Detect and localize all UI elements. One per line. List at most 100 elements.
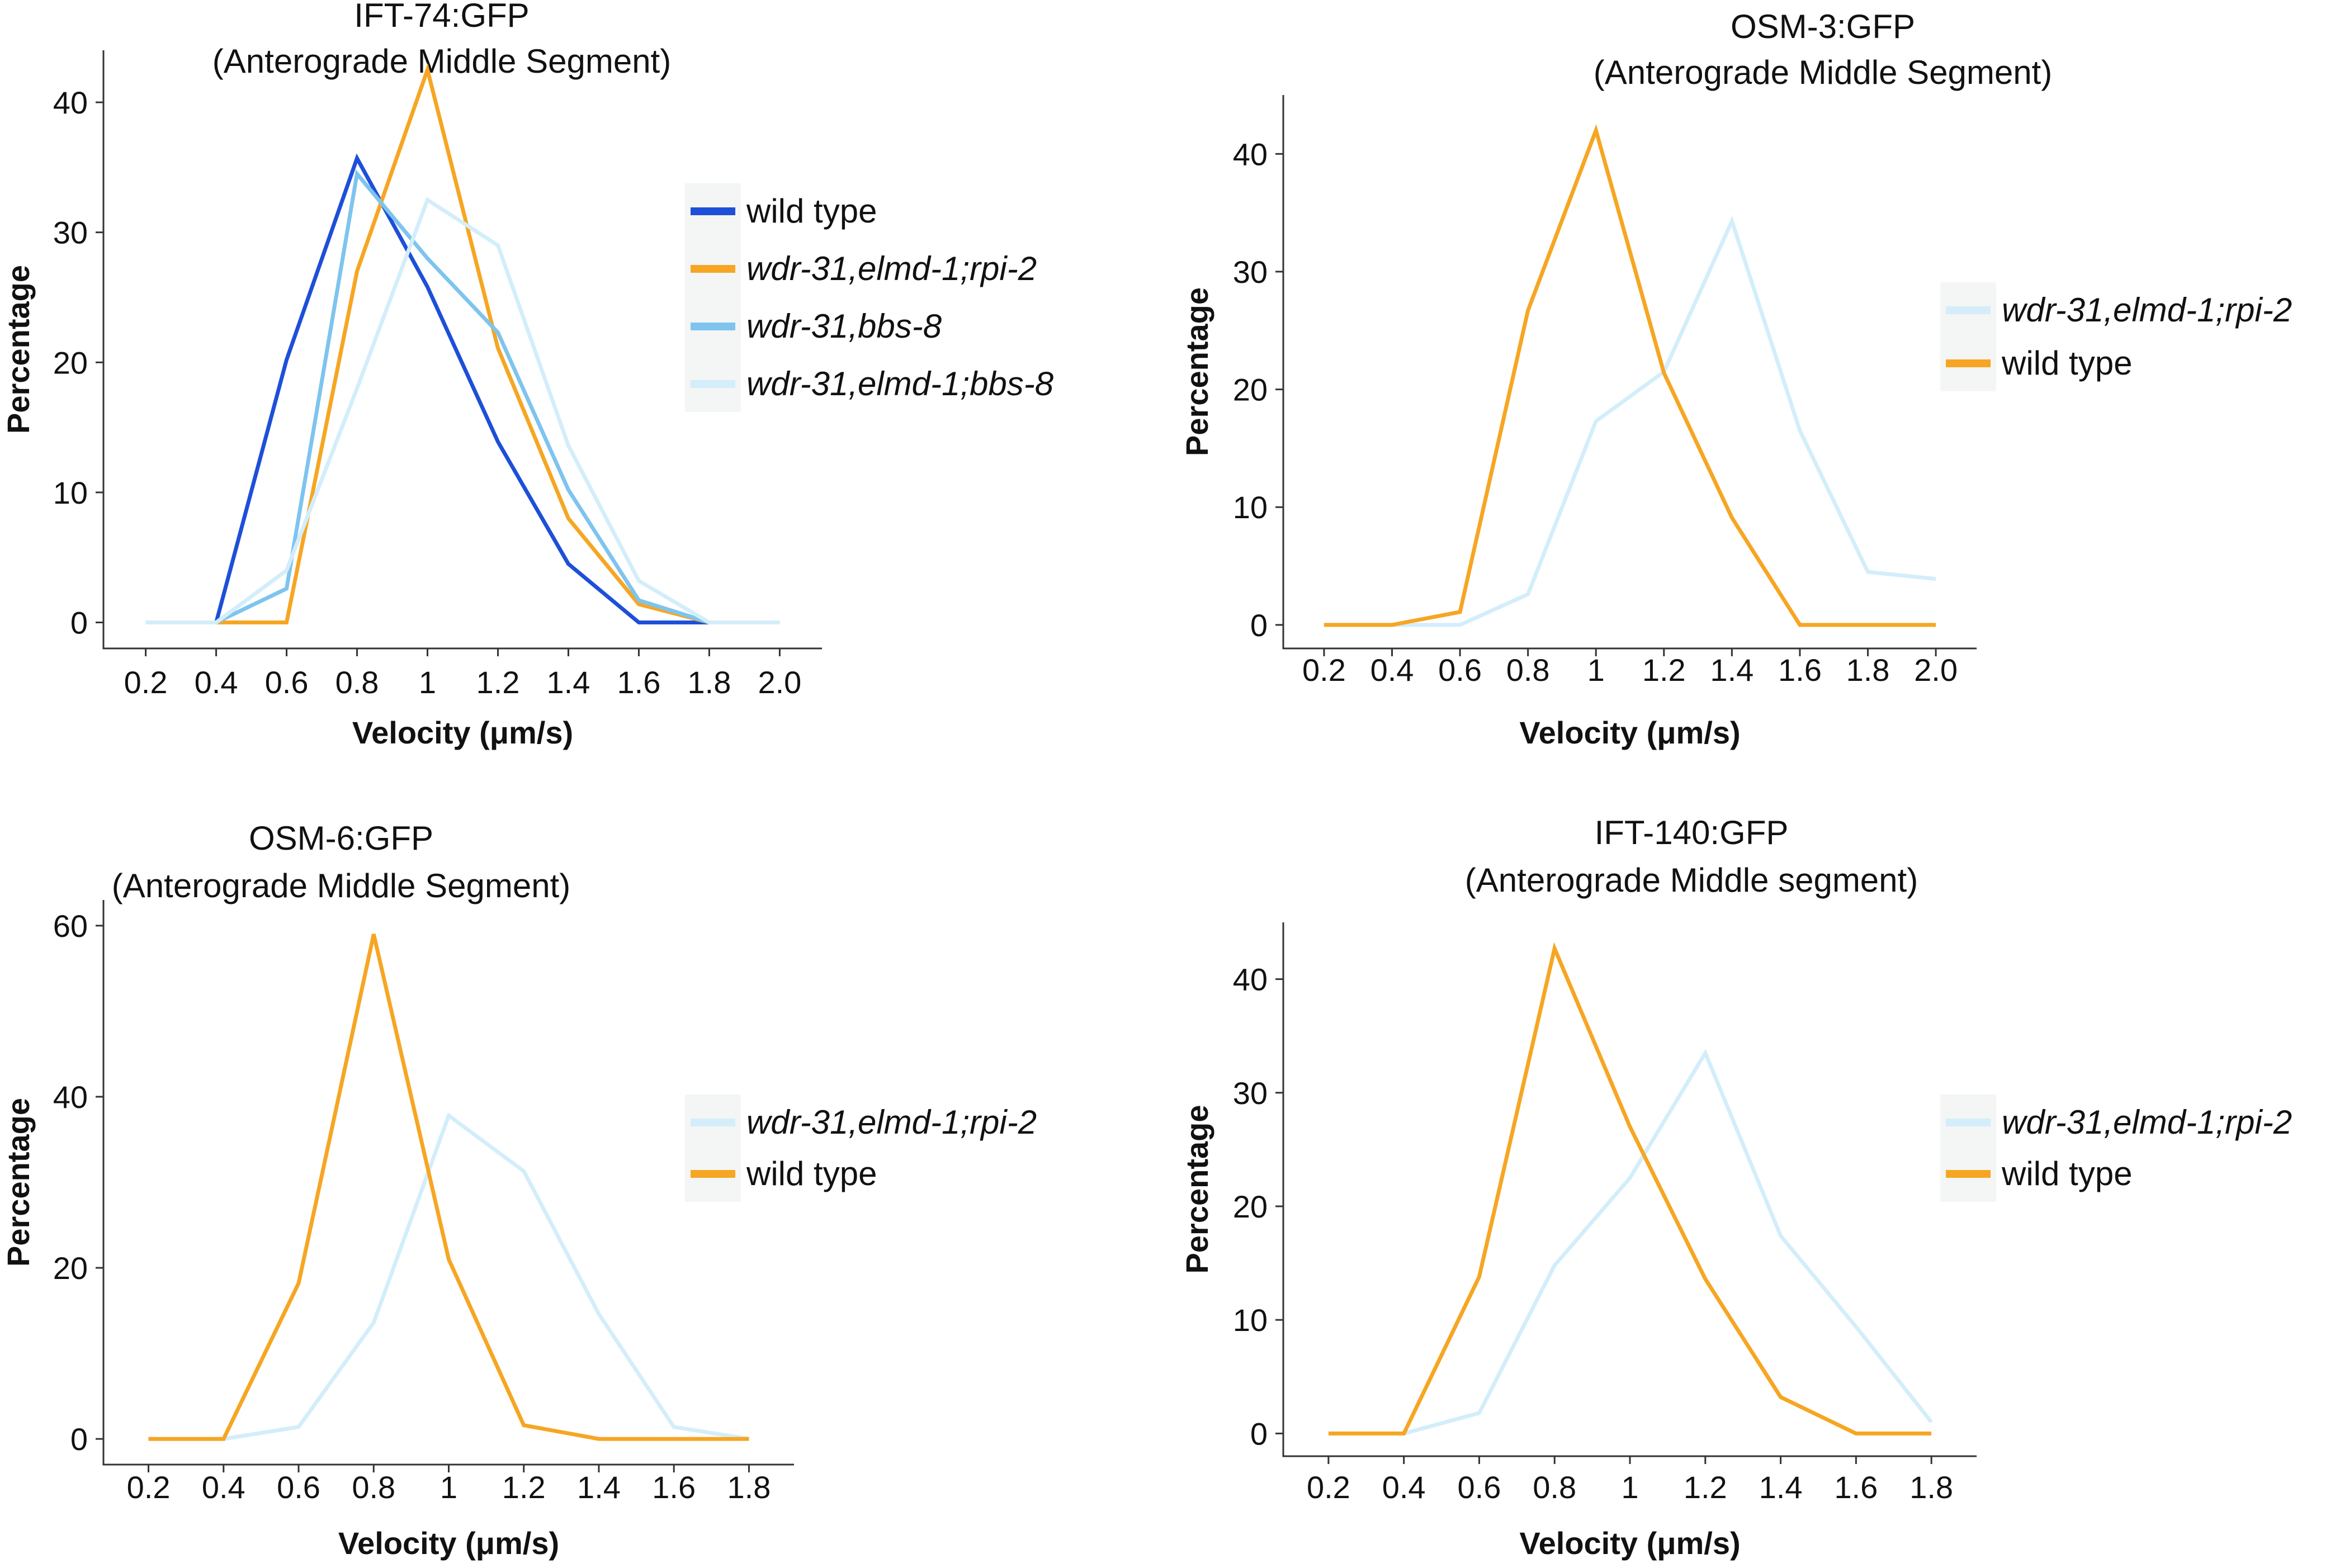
y-axis-label: Percentage [1179,287,1214,456]
series-line-2 [148,934,749,1441]
y-tick-label: 10 [1233,490,1268,525]
x-tick-label: 1 [1621,1470,1638,1505]
x-tick-label: 0.8 [335,665,379,700]
x-axis-label: Velocity (μm/s) [352,715,573,750]
x-tick-label: 2.0 [758,665,801,700]
y-tick-label: 40 [1233,962,1268,997]
x-tick-label: 0.2 [124,665,168,700]
x-tick-label: 0.4 [1382,1470,1426,1505]
chart-title: OSM-6:GFP [249,819,433,857]
x-tick-label: 1.4 [1710,652,1754,688]
legend: wdr-31,elmd-1;rpi-2 wild type [1940,282,2292,391]
y-tick-label: 60 [53,908,88,944]
legend: wild type wdr-31,elmd-1;rpi-2 wdr-31,bbs-8… [685,183,1054,412]
y-tick-label: 0 [1250,608,1268,643]
x-tick-label: 0.2 [1302,652,1346,688]
chart-panel-2: OSM-3:GFP(Anterograde Middle Segment)010… [1179,8,2292,750]
x-tick-label: 0.8 [1506,652,1550,688]
series-line-1 [1324,215,1936,627]
legend-label-1: wdr-31,elmd-1;rpi-2 [2002,291,2292,329]
y-tick-label: 30 [1233,1076,1268,1111]
y-axis-label: Percentage [1,265,36,434]
legend-background [1940,1095,1996,1202]
y-tick-label: 0 [70,605,88,640]
y-tick-label: 20 [1233,372,1268,408]
x-tick-label: 1.2 [476,665,520,700]
y-tick-label: 30 [53,215,88,250]
axis-lines [1282,95,1977,650]
x-tick-label: 0.8 [1533,1470,1576,1505]
legend: wdr-31,elmd-1;rpi-2 wild type [1940,1095,2292,1202]
chart-subtitle: (Anterograde Middle Segment) [1594,54,2052,91]
y-tick-label: 20 [53,1250,88,1286]
legend-label-2: wild type [746,1155,877,1192]
x-tick-label: 0.4 [202,1470,245,1505]
series-line-1 [148,1112,750,1441]
legend-background [1940,282,1996,391]
x-tick-label: 0.2 [1307,1470,1350,1505]
x-tick-label: 1.8 [1846,652,1890,688]
chart-panel-1: IFT-74:GFP (Anterograde Middle Segment) 0 1… [1,0,1054,750]
y-axis-label: Percentage [1,1098,36,1267]
series-line-2 [1324,124,1936,627]
x-tick-label: 1.6 [1834,1470,1878,1505]
legend-background [685,1095,741,1202]
legend-label-2: wild type [2001,344,2132,382]
x-tick-label: 0.8 [352,1470,395,1505]
x-tick-label: 1.4 [547,665,590,700]
y-tick-label: 10 [53,475,88,510]
x-tick-label: 0.6 [1438,652,1482,688]
chart-title: OSM-3:GFP [1731,8,1915,45]
legend: wdr-31,elmd-1;rpi-2 wild type [685,1095,1037,1202]
y-tick-label: 20 [1233,1189,1268,1224]
chart-panel-4: IFT-140:GFP (Anterograde Middle segment) 0… [1179,814,2292,1561]
x-tick-label: 0.4 [1370,652,1414,688]
x-tick-label: 0.6 [1458,1470,1501,1505]
y-tick-label: 20 [53,345,88,380]
legend-label-3: wdr-31,bbs-8 [746,307,942,345]
x-tick-label: 1.8 [688,665,731,700]
x-tick-label: 1 [1587,652,1605,688]
x-tick-label: 1.8 [727,1470,771,1505]
y-tick-label: 0 [70,1422,88,1457]
chart-panel-3: OSM-6:GFP (Anterograde Middle Segment) 0 20… [1,819,1037,1561]
series-line-2 [145,63,780,624]
x-tick-label: 1.4 [1759,1470,1803,1505]
x-axis-label: Velocity (μm/s) [338,1526,559,1561]
x-tick-label: 1.6 [617,665,661,700]
y-tick-label: 40 [53,1079,88,1115]
x-tick-label: 0.2 [127,1470,171,1505]
y-tick-label: 40 [1233,136,1268,172]
series-line-1 [145,153,780,624]
legend-label-1: wdr-31,elmd-1;rpi-2 [2002,1103,2292,1141]
x-tick-label: 1.8 [1910,1470,1953,1505]
x-tick-label: 1.6 [652,1470,696,1505]
y-tick-label: 10 [1233,1302,1268,1338]
x-tick-label: 0.6 [265,665,309,700]
axis-lines [102,900,794,1466]
legend-label-4: wdr-31,elmd-1;bbs-8 [746,365,1054,402]
x-tick-label: 0.4 [195,665,238,700]
axis-lines [1282,922,1977,1457]
chart-title: IFT-74:GFP [354,0,529,34]
legend-label-2: wild type [2001,1155,2132,1192]
y-tick-label: 30 [1233,254,1268,290]
legend-label-1: wdr-31,elmd-1;rpi-2 [746,1103,1037,1141]
chart-subtitle: (Anterograde Middle Segment) [112,867,570,904]
chart-subtitle: (Anterograde Middle segment) [1465,861,1918,899]
x-axis-label: Velocity (μm/s) [1519,715,1740,750]
legend-label-1: wild type [746,192,877,230]
x-tick-label: 1.4 [577,1470,621,1505]
series-line-2 [1328,942,1932,1436]
x-tick-label: 1.2 [1684,1470,1727,1505]
x-tick-label: 1 [419,665,436,700]
x-tick-label: 1.6 [1778,652,1822,688]
chart-subtitle: (Anterograde Middle Segment) [212,42,671,80]
x-tick-label: 2.0 [1914,652,1958,688]
x-tick-label: 1 [440,1470,457,1505]
x-tick-label: 0.6 [277,1470,320,1505]
legend-background [685,183,741,412]
x-tick-label: 1.2 [1642,652,1686,688]
y-tick-label: 0 [1250,1416,1268,1451]
